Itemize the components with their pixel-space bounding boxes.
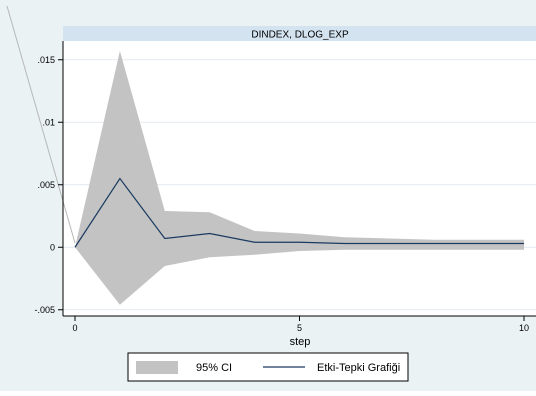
- legend-swatch-ci: [136, 361, 178, 374]
- x-tick-label-1: 5: [297, 323, 302, 333]
- x-axis-ticks: 0 5 10: [72, 316, 529, 333]
- x-axis-title: step: [290, 336, 311, 348]
- panel-title: DINDEX, DLOG_EXP: [251, 30, 349, 41]
- y-tick-label-3: .01: [42, 117, 55, 127]
- y-tick-label-1: 0: [50, 242, 55, 252]
- y-axis-ticks: -.005 0 .005 .01 .015: [34, 55, 63, 315]
- x-tick-label-2: 10: [519, 323, 529, 333]
- legend: 95% CI Etki-Tepki Grafiği: [127, 352, 409, 382]
- legend-label-irf: Etki-Tepki Grafiği: [317, 362, 400, 374]
- irf-line: [74, 177, 524, 248]
- x-tick-label-0: 0: [72, 323, 77, 333]
- ci-band-area: [75, 51, 524, 305]
- y-tick-label-0: -.005: [34, 305, 55, 315]
- diagonal-artifact-line: [6, 5, 76, 244]
- panel-header-strip: [63, 26, 536, 41]
- y-tick-label-2: .005: [37, 180, 55, 190]
- y-tick-label-4: .015: [37, 55, 55, 65]
- legend-label-ci: 95% CI: [196, 362, 232, 374]
